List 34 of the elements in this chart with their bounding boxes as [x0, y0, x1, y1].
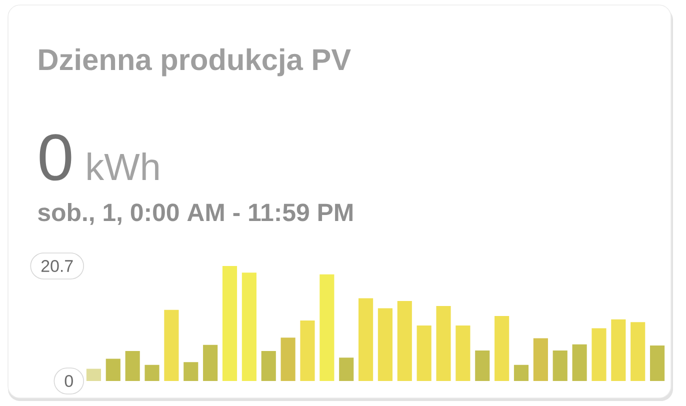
y-tick-label: 20.7 [41, 260, 73, 272]
text: sob., 1, 0:00 AM - 11:59 PM [38, 202, 352, 225]
bar [494, 316, 510, 381]
bar [358, 298, 374, 381]
bar [339, 358, 354, 381]
bar [592, 328, 606, 381]
text: kWh [88, 152, 158, 180]
bar [164, 310, 179, 381]
bar [397, 301, 412, 381]
bar [572, 344, 587, 381]
bar [280, 338, 296, 381]
bar [300, 320, 315, 381]
bar [416, 325, 432, 381]
bar [650, 345, 665, 381]
bar [475, 350, 490, 381]
bar [222, 266, 238, 381]
bar [320, 274, 334, 381]
bar [203, 344, 218, 381]
bar [144, 364, 160, 381]
bar [630, 322, 646, 381]
bar [125, 351, 140, 381]
bar [436, 306, 451, 381]
bar [514, 364, 529, 381]
bar [456, 325, 470, 381]
bar [86, 368, 102, 381]
bar [106, 358, 120, 381]
chart-title: Dzienna produkcja PV [39, 48, 351, 76]
bar [184, 362, 198, 381]
bar [242, 272, 256, 381]
bar [533, 338, 548, 381]
bar [552, 350, 568, 381]
bar [261, 351, 276, 381]
bar [611, 319, 626, 381]
bar [378, 308, 393, 381]
